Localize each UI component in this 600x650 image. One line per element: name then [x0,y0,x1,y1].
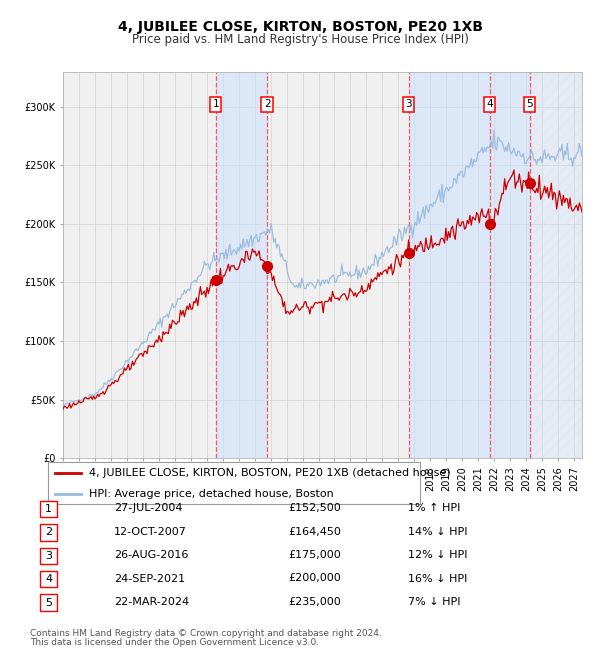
Text: This data is licensed under the Open Government Licence v3.0.: This data is licensed under the Open Gov… [30,638,319,647]
Bar [409,72,490,458]
Text: 1: 1 [45,504,52,514]
FancyBboxPatch shape [40,547,57,564]
Bar [490,72,530,458]
FancyBboxPatch shape [40,594,57,611]
Text: 27-JUL-2004: 27-JUL-2004 [114,503,182,514]
Text: HPI: Average price, detached house, Boston: HPI: Average price, detached house, Bost… [89,489,334,499]
Text: 14% ↓ HPI: 14% ↓ HPI [408,526,467,537]
Text: 26-AUG-2016: 26-AUG-2016 [114,550,188,560]
Text: 7% ↓ HPI: 7% ↓ HPI [408,597,461,607]
Text: 4: 4 [487,99,493,109]
FancyBboxPatch shape [40,571,57,588]
Text: 2: 2 [264,99,271,109]
Text: 5: 5 [526,99,533,109]
Text: 24-SEP-2021: 24-SEP-2021 [114,573,185,584]
Text: Price paid vs. HM Land Registry's House Price Index (HPI): Price paid vs. HM Land Registry's House … [131,32,469,46]
Text: 4: 4 [45,574,52,584]
Text: 4, JUBILEE CLOSE, KIRTON, BOSTON, PE20 1XB: 4, JUBILEE CLOSE, KIRTON, BOSTON, PE20 1… [118,20,482,34]
Text: 22-MAR-2024: 22-MAR-2024 [114,597,189,607]
Text: 3: 3 [45,551,52,561]
Text: £164,450: £164,450 [288,526,341,537]
Text: Contains HM Land Registry data © Crown copyright and database right 2024.: Contains HM Land Registry data © Crown c… [30,629,382,638]
Text: 4, JUBILEE CLOSE, KIRTON, BOSTON, PE20 1XB (detached house): 4, JUBILEE CLOSE, KIRTON, BOSTON, PE20 1… [89,469,451,478]
Text: £235,000: £235,000 [288,597,341,607]
Bar [216,72,267,458]
Text: 12% ↓ HPI: 12% ↓ HPI [408,550,467,560]
Text: £152,500: £152,500 [288,503,341,514]
Text: £175,000: £175,000 [288,550,341,560]
Text: 12-OCT-2007: 12-OCT-2007 [114,526,187,537]
Bar [530,72,582,458]
FancyBboxPatch shape [48,462,420,504]
Text: 2: 2 [45,527,52,538]
Text: 16% ↓ HPI: 16% ↓ HPI [408,573,467,584]
FancyBboxPatch shape [40,524,57,541]
Text: 3: 3 [406,99,412,109]
Text: 1% ↑ HPI: 1% ↑ HPI [408,503,460,514]
Text: 1: 1 [212,99,219,109]
Text: £200,000: £200,000 [288,573,341,584]
FancyBboxPatch shape [40,500,57,517]
Text: 5: 5 [45,597,52,608]
